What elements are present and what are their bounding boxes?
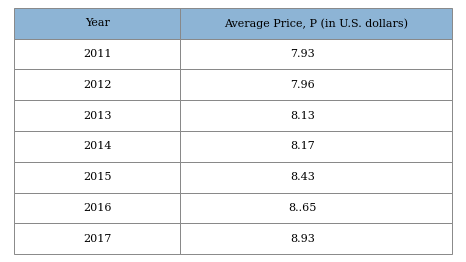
Text: 2013: 2013 xyxy=(83,111,111,121)
Bar xyxy=(14,193,180,223)
Bar xyxy=(180,193,452,223)
Text: 2016: 2016 xyxy=(83,203,111,213)
Text: 7.96: 7.96 xyxy=(290,80,315,90)
Text: 8.17: 8.17 xyxy=(290,141,315,151)
Bar xyxy=(14,223,180,254)
Text: 2011: 2011 xyxy=(83,49,111,59)
Text: 2017: 2017 xyxy=(83,234,111,244)
Text: 2014: 2014 xyxy=(83,141,111,151)
Text: 8..65: 8..65 xyxy=(288,203,317,213)
Bar xyxy=(14,100,180,131)
Text: 8.43: 8.43 xyxy=(290,172,315,182)
Bar xyxy=(14,39,180,69)
Text: 2012: 2012 xyxy=(83,80,111,90)
Text: 7.93: 7.93 xyxy=(290,49,315,59)
Text: Year: Year xyxy=(85,18,110,28)
Bar xyxy=(14,69,180,100)
Text: 8.93: 8.93 xyxy=(290,234,315,244)
Bar xyxy=(14,8,180,39)
Bar xyxy=(180,131,452,162)
Bar xyxy=(180,223,452,254)
Bar xyxy=(180,39,452,69)
Bar xyxy=(14,162,180,193)
Bar xyxy=(180,162,452,193)
Text: Average Price, P (in U.S. dollars): Average Price, P (in U.S. dollars) xyxy=(224,18,408,29)
Bar xyxy=(180,100,452,131)
Bar xyxy=(180,8,452,39)
Bar xyxy=(14,131,180,162)
Text: 2015: 2015 xyxy=(83,172,111,182)
Bar xyxy=(180,69,452,100)
Text: 8.13: 8.13 xyxy=(290,111,315,121)
